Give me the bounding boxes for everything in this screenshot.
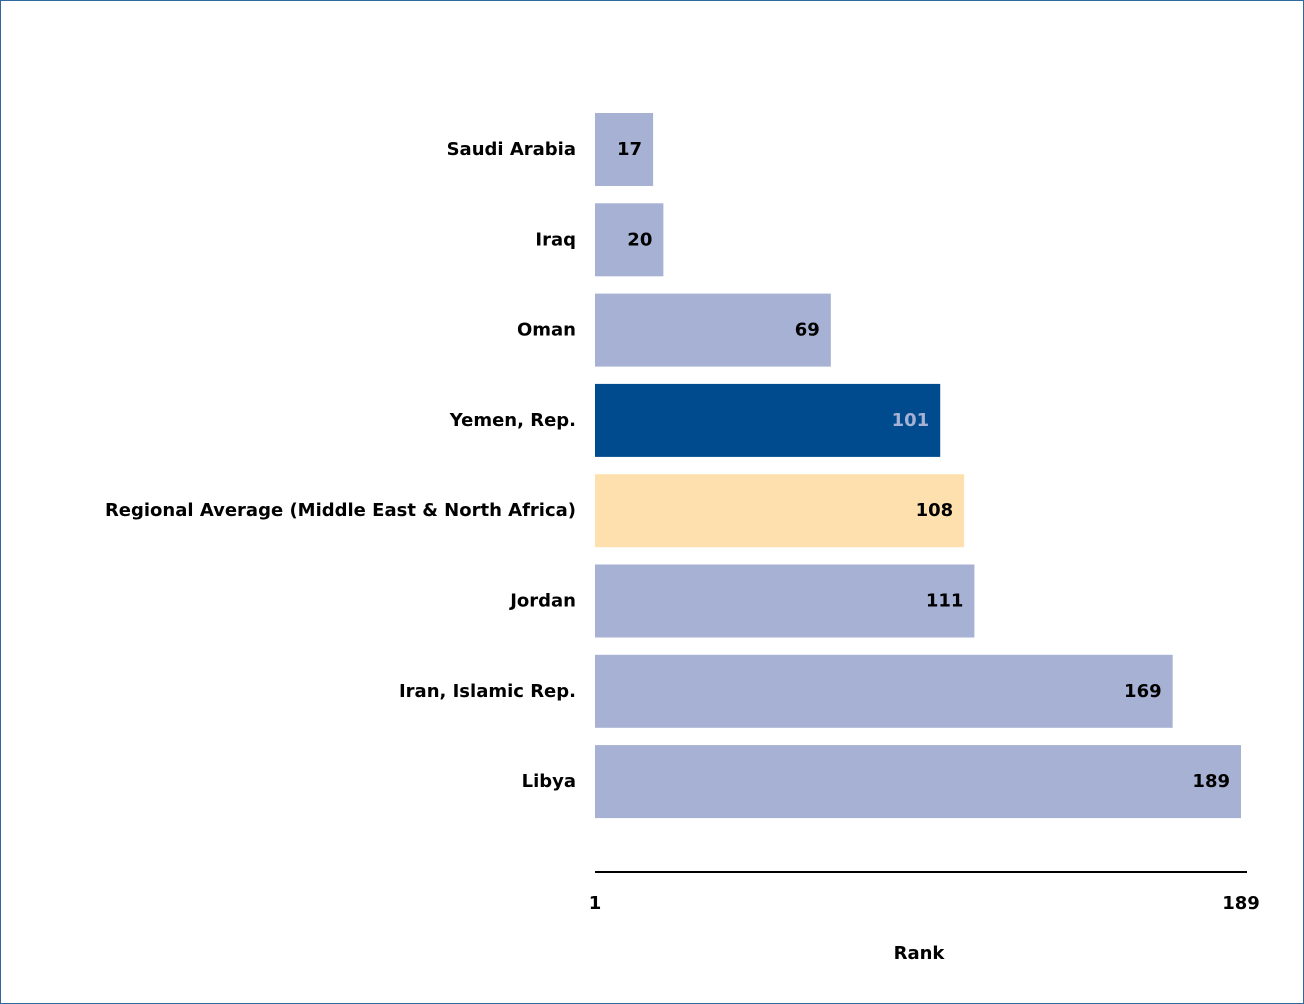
value-label-oman: 69 <box>795 320 820 341</box>
x-tick-label-max: 189 <box>1222 893 1260 914</box>
value-label-iran-islamic-rep: 169 <box>1124 681 1162 702</box>
category-label-saudi-arabia: Saudi Arabia <box>447 139 576 160</box>
category-label-iraq: Iraq <box>535 229 576 250</box>
bar-saudi-arabia <box>595 113 654 186</box>
value-label-saudi-arabia: 17 <box>617 139 642 160</box>
category-label-yemen-rep: Yemen, Rep. <box>449 410 576 431</box>
bar-regional-average-middle-east-north-africa <box>595 474 965 548</box>
category-label-libya: Libya <box>522 771 576 792</box>
value-label-jordan: 111 <box>926 591 964 612</box>
bar-libya <box>595 745 1241 819</box>
category-label-jordan: Jordan <box>508 591 576 612</box>
category-label-iran-islamic-rep: Iran, Islamic Rep. <box>399 681 576 702</box>
bar-iran-islamic-rep <box>595 654 1173 728</box>
bar-iraq <box>595 203 664 277</box>
category-label-oman: Oman <box>517 320 576 341</box>
value-label-libya: 189 <box>1192 771 1230 792</box>
bar-yemen-rep <box>595 383 941 457</box>
bars-layer <box>595 113 1241 819</box>
value-label-yemen-rep: 101 <box>892 410 930 431</box>
category-labels: Saudi Arabia Iraq Oman Yemen, Rep. Regional … <box>105 139 576 792</box>
category-label-regional-average-middle-east-north-africa: Regional Average (Middle East & North Af… <box>105 500 576 521</box>
x-axis-title: Rank <box>894 943 946 964</box>
bar-jordan <box>595 564 975 638</box>
value-label-regional-average-middle-east-north-africa: 108 <box>916 500 954 521</box>
bar-oman <box>595 293 831 367</box>
x-tick-label-min: 1 <box>589 893 602 914</box>
value-label-iraq: 20 <box>627 229 652 250</box>
value-labels: 17 20 69 101 108 111 169 189 <box>617 139 1230 792</box>
